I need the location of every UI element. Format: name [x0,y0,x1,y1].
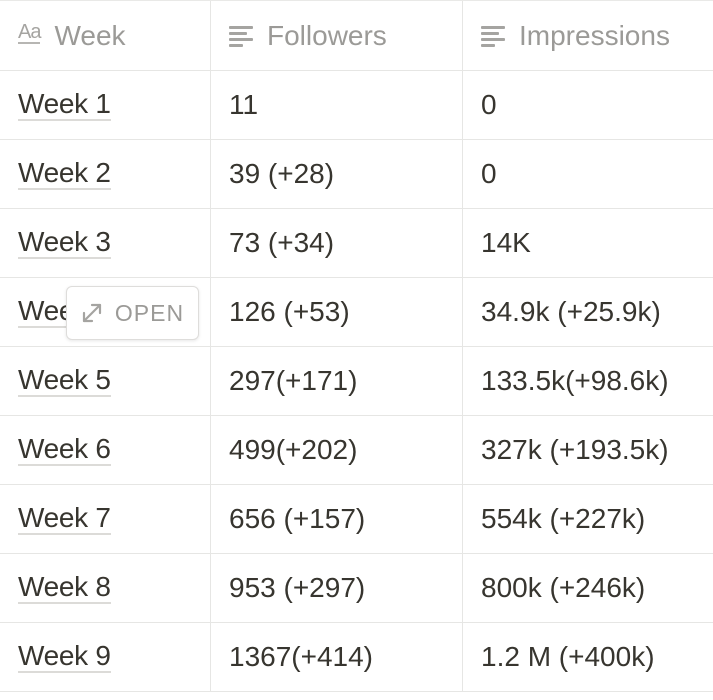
cell-value: 11 [229,89,259,120]
cell-value: 554k (+227k) [481,503,646,534]
followers-cell[interactable]: 11 [211,71,463,139]
cell-value: 953 (+297) [229,572,366,603]
text-lines-icon [229,25,253,47]
column-header-label: Impressions [519,19,670,51]
table-row: Week 4 126 (+53) 34.9k (+25.9k) [0,278,713,347]
impressions-cell[interactable]: 0 [463,140,713,208]
table-row: Week 9 1367(+414) 1.2 M (+400k) [0,623,713,692]
cell-value: 800k (+246k) [481,572,646,603]
impressions-cell[interactable]: 1.2 M (+400k) [463,623,713,691]
impressions-cell[interactable]: 0 [463,71,713,139]
table-row: Week 1 11 0 [0,71,713,140]
week-cell[interactable]: Week 5 [0,347,211,415]
followers-cell[interactable]: 73 (+34) [211,209,463,277]
column-header-impressions[interactable]: Impressions [463,1,713,70]
week-cell[interactable]: Week 6 [0,416,211,484]
page-link[interactable]: Week 9 [18,639,111,673]
cell-value: 499(+202) [229,434,358,465]
followers-cell[interactable]: 39 (+28) [211,140,463,208]
followers-cell[interactable]: 126 (+53) [211,278,463,346]
table-row: Week 2 39 (+28) 0 [0,140,713,209]
cell-value: 133.5k(+98.6k) [481,365,669,396]
open-button-label: OPEN [114,299,185,326]
week-cell[interactable]: Week 3 [0,209,211,277]
cell-value: 1.2 M (+400k) [481,641,655,672]
week-cell[interactable]: Week 7 [0,485,211,553]
page-link[interactable]: Week 2 [18,156,111,190]
table-row: Week 6 499(+202) 327k (+193.5k) [0,416,713,485]
table-row: Week 5 297(+171) 133.5k(+98.6k) [0,347,713,416]
cell-value: 0 [481,158,497,189]
text-lines-icon [481,25,505,47]
followers-cell[interactable]: 656 (+157) [211,485,463,553]
table-row: Week 8 953 (+297) 800k (+246k) [0,554,713,623]
page-link[interactable]: Week 3 [18,225,111,259]
cell-value: 327k (+193.5k) [481,434,669,465]
impressions-cell[interactable]: 327k (+193.5k) [463,416,713,484]
cell-value: 0 [481,89,497,120]
page-link[interactable]: Week 7 [18,501,111,535]
cell-value: 73 (+34) [229,227,335,258]
impressions-cell[interactable]: 34.9k (+25.9k) [463,278,713,346]
week-cell[interactable]: Week 8 [0,554,211,622]
cell-value: 297(+171) [229,365,358,396]
page-link[interactable]: Week 5 [18,363,111,397]
table-row: Week 3 73 (+34) 14K [0,209,713,278]
column-header-week[interactable]: Aa Week [0,1,211,70]
open-page-button[interactable]: OPEN [66,286,199,340]
table-row: Week 7 656 (+157) 554k (+227k) [0,485,713,554]
cell-value: 656 (+157) [229,503,366,534]
text-title-icon: Aa [18,21,41,44]
column-header-label: Week [54,19,126,51]
cell-value: 34.9k (+25.9k) [481,296,661,327]
page-link[interactable]: Week 1 [18,87,111,121]
cell-value: 1367(+414) [229,641,374,672]
cell-value: 14K [481,227,531,258]
impressions-cell[interactable]: 554k (+227k) [463,485,713,553]
week-cell[interactable]: Week 1 [0,71,211,139]
followers-cell[interactable]: 1367(+414) [211,623,463,691]
table-header-row: Aa Week Followers Impressions [0,1,713,71]
cell-value: 39 (+28) [229,158,335,189]
followers-cell[interactable]: 499(+202) [211,416,463,484]
impressions-cell[interactable]: 800k (+246k) [463,554,713,622]
week-cell[interactable]: Week 9 [0,623,211,691]
week-cell[interactable]: Week 2 [0,140,211,208]
followers-cell[interactable]: 297(+171) [211,347,463,415]
impressions-cell[interactable]: 14K [463,209,713,277]
column-header-followers[interactable]: Followers [211,1,463,70]
impressions-cell[interactable]: 133.5k(+98.6k) [463,347,713,415]
followers-cell[interactable]: 953 (+297) [211,554,463,622]
cell-value: 126 (+53) [229,296,350,327]
page-link[interactable]: Week 6 [18,432,111,466]
page-link[interactable]: Week 8 [18,570,111,604]
column-header-label: Followers [267,19,387,51]
expand-arrows-icon [82,303,102,323]
